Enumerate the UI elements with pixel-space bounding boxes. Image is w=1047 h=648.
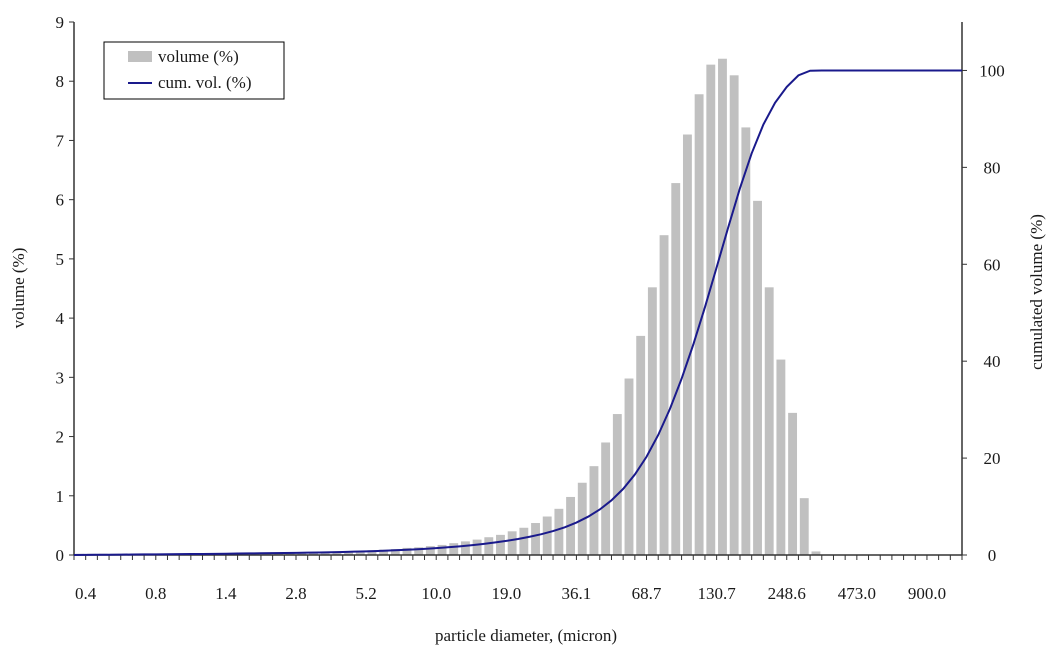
x-tick-label: 10.0: [421, 584, 451, 603]
volume-bar: [449, 543, 459, 555]
volume-bar: [554, 508, 564, 555]
volume-bars: [75, 58, 821, 556]
volume-bar: [671, 183, 681, 555]
volume-bar: [589, 466, 599, 555]
legend-volume-label: volume (%): [158, 47, 239, 66]
volume-bar: [531, 523, 540, 555]
legend-cumvol-label: cum. vol. (%): [158, 73, 251, 92]
legend: volume (%) cum. vol. (%): [103, 41, 285, 100]
volume-bar: [507, 531, 517, 555]
volume-bar: [402, 547, 412, 555]
x-tick-label: 0.8: [145, 584, 166, 603]
x-tick-label: 0.4: [75, 584, 97, 603]
left-y-tick-label: 7: [56, 131, 65, 150]
right-y-tick-label: 0: [988, 546, 997, 565]
volume-bar: [379, 549, 389, 555]
volume-bar: [285, 553, 295, 555]
volume-bar: [496, 534, 505, 555]
right-y-tick-labels: 0 20 40 60 80 100: [979, 61, 1005, 565]
volume-bar: [811, 551, 821, 555]
right-y-tick-label: 40: [984, 352, 1001, 371]
x-tick-label: 68.7: [632, 584, 662, 603]
x-tick-label: 36.1: [562, 584, 592, 603]
left-y-tick-label: 2: [56, 428, 65, 447]
volume-bar: [729, 75, 739, 556]
volume-bar: [706, 64, 716, 555]
x-tick-label: 130.7: [698, 584, 737, 603]
volume-bar: [601, 442, 611, 555]
volume-bar: [624, 378, 634, 555]
left-y-tick-label: 0: [56, 546, 65, 565]
legend-volume-swatch: [128, 51, 152, 62]
volume-bar: [519, 527, 529, 555]
volume-bar: [437, 544, 447, 555]
left-y-tick-label: 5: [56, 250, 65, 269]
left-y-tick-label: 8: [56, 72, 65, 91]
volume-bar: [414, 547, 424, 555]
volume-bar: [274, 553, 283, 555]
x-tick-label: 19.0: [491, 584, 521, 603]
x-tick-label: 2.8: [285, 584, 306, 603]
volume-bar: [460, 541, 470, 555]
left-y-tick-label: 6: [56, 191, 65, 210]
right-y-tick-label: 80: [984, 158, 1001, 177]
volume-bar: [309, 552, 318, 555]
left-y-tick-label: 3: [56, 368, 65, 387]
volume-bar: [484, 537, 494, 555]
x-tick-label: 5.2: [355, 584, 376, 603]
x-tick-label: 473.0: [838, 584, 876, 603]
axes: [73, 22, 963, 556]
left-y-tick-label: 4: [56, 309, 65, 328]
volume-bar: [776, 359, 786, 555]
right-y-tick-label: 20: [984, 449, 1001, 468]
volume-bar: [472, 539, 482, 555]
x-axis-title: particle diameter, (micron): [435, 626, 617, 645]
volume-bar: [367, 550, 377, 555]
right-y-tick-label: 100: [979, 61, 1005, 80]
volume-bar: [753, 200, 762, 555]
x-tick-labels: 0.4 0.8 1.4 2.8 5.2 10.0 19.0 36.1 68.7 130.7 248.…: [75, 584, 946, 603]
left-y-axis-title: volume (%): [9, 248, 28, 329]
volume-bar: [718, 58, 727, 555]
volume-bar: [297, 552, 307, 555]
volume-bar: [659, 235, 669, 555]
volume-bar: [799, 498, 809, 555]
left-y-tick-label: 9: [56, 13, 65, 32]
volume-bar: [542, 516, 552, 555]
volume-bar: [320, 552, 330, 555]
volume-bar: [682, 134, 692, 555]
volume-bar: [355, 550, 365, 555]
volume-bar: [612, 414, 622, 555]
volume-bar: [647, 287, 657, 555]
volume-bar: [390, 549, 400, 555]
volume-bar: [332, 552, 342, 555]
cumulative-volume-line: [73, 69, 962, 556]
x-tick-label: 248.6: [768, 584, 806, 603]
left-y-tick-label: 1: [56, 487, 65, 506]
x-tick-label: 900.0: [908, 584, 946, 603]
volume-bar: [344, 551, 354, 555]
volume-bar: [741, 127, 751, 556]
x-tick-label: 1.4: [215, 584, 237, 603]
axis-ticks: [69, 21, 967, 560]
left-y-tick-labels: 0 1 2 3 4 5 6 7 8 9: [56, 13, 65, 565]
volume-bar: [425, 546, 435, 555]
volume-bar: [636, 335, 646, 555]
volume-bar: [764, 287, 774, 555]
volume-bar: [788, 412, 798, 555]
right-y-axis-title: cumulated volume (%): [1027, 214, 1046, 370]
right-y-tick-label: 60: [984, 255, 1001, 274]
